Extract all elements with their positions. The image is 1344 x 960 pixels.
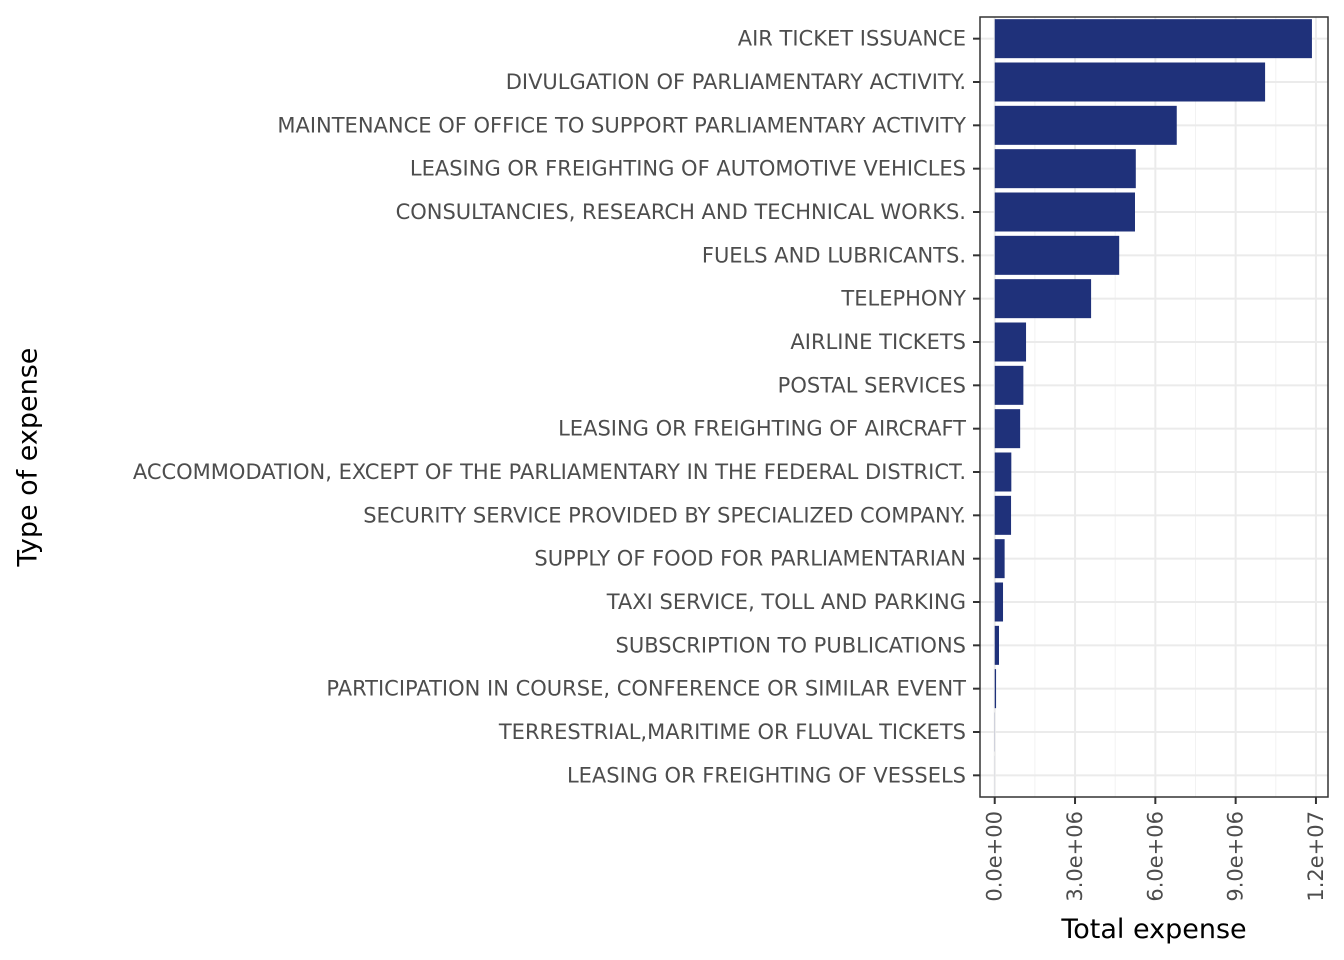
y-axis-title: Type of expense xyxy=(13,348,44,568)
y-tick-label: PARTICIPATION IN COURSE, CONFERENCE OR S… xyxy=(326,677,966,701)
y-tick-label: ACCOMMODATION, EXCEPT OF THE PARLIAMENTA… xyxy=(133,460,966,484)
y-tick-label: AIR TICKET ISSUANCE xyxy=(738,27,966,51)
y-tick-label: TAXI SERVICE, TOLL AND PARKING xyxy=(606,590,966,614)
bar xyxy=(994,539,1005,579)
panel-background xyxy=(980,17,1328,797)
y-tick-label: MAINTENANCE OF OFFICE TO SUPPORT PARLIAM… xyxy=(277,113,966,137)
y-axis: AIR TICKET ISSUANCE DIVULGATION OF PARLIA… xyxy=(133,27,980,787)
y-tick-label: POSTAL SERVICES xyxy=(778,373,966,397)
y-tick-label: LEASING OR FREIGHTING OF AUTOMOTIVE VEHI… xyxy=(410,157,966,181)
bar xyxy=(994,105,1177,145)
bar xyxy=(994,149,1136,189)
bar xyxy=(994,625,1000,665)
x-axis-title: Total expense xyxy=(1060,914,1246,945)
bar xyxy=(994,322,1027,362)
y-tick-label: CONSULTANCIES, RESEARCH AND TECHNICAL WO… xyxy=(396,200,966,224)
y-tick-label: TERRESTRIAL,MARITIME OR FLUVAL TICKETS xyxy=(498,720,966,744)
x-tick-label: 1.2e+07 xyxy=(1304,811,1328,902)
bar xyxy=(994,582,1004,622)
bar xyxy=(994,452,1012,492)
y-tick-label: TELEPHONY xyxy=(840,287,966,311)
y-tick-label: LEASING OR FREIGHTING OF AIRCRAFT xyxy=(558,417,966,441)
x-axis: 0.0e+00 3.0e+06 6.0e+06 9.0e+06 1.2e+07 xyxy=(983,797,1328,902)
y-tick-label: LEASING OR FREIGHTING OF VESSELS xyxy=(567,763,966,787)
x-tick-label: 9.0e+06 xyxy=(1224,811,1248,902)
x-tick-label: 3.0e+06 xyxy=(1063,811,1087,902)
y-tick-label: SECURITY SERVICE PROVIDED BY SPECIALIZED… xyxy=(363,503,966,527)
bar xyxy=(994,669,997,709)
bar xyxy=(994,235,1120,275)
x-tick-label: 6.0e+06 xyxy=(1143,811,1167,902)
bar xyxy=(994,62,1266,102)
bar xyxy=(994,495,1012,535)
panel-border xyxy=(979,16,1329,798)
bar xyxy=(994,19,1312,59)
y-tick-label: SUBSCRIPTION TO PUBLICATIONS xyxy=(616,633,966,657)
y-tick-label: SUPPLY OF FOOD FOR PARLIAMENTARIAN xyxy=(534,547,966,571)
bar xyxy=(994,365,1024,405)
bar xyxy=(994,192,1135,232)
x-tick-label: 0.0e+00 xyxy=(983,811,1007,902)
y-tick-label: DIVULGATION OF PARLIAMENTARY ACTIVITY. xyxy=(506,70,966,94)
bar xyxy=(994,409,1021,449)
y-tick-label: FUELS AND LUBRICANTS. xyxy=(702,243,966,267)
bars-layer xyxy=(994,19,1312,795)
bar xyxy=(994,279,1092,319)
y-tick-label: AIRLINE TICKETS xyxy=(790,330,966,354)
